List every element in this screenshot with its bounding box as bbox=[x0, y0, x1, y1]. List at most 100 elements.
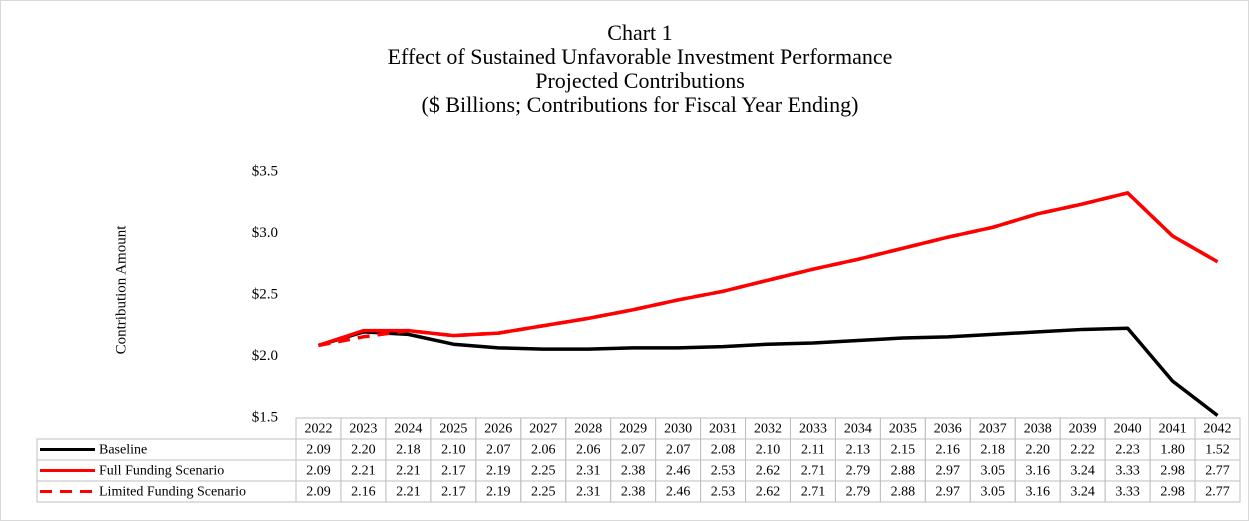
table-value: 2.06 bbox=[576, 443, 601, 458]
table-value: 2.21 bbox=[396, 485, 421, 500]
table-value: 2.19 bbox=[486, 464, 511, 479]
table-value: 2.53 bbox=[711, 464, 736, 479]
x-tick-label: 2023 bbox=[349, 422, 377, 437]
table-value: 2.77 bbox=[1205, 464, 1230, 479]
x-tick-label: 2039 bbox=[1069, 422, 1097, 437]
x-tick-label: 2033 bbox=[799, 422, 827, 437]
table-value: 2.88 bbox=[891, 485, 916, 500]
table-value: 2.08 bbox=[711, 443, 736, 458]
x-tick-label: 2040 bbox=[1114, 422, 1142, 437]
table-value: 2.88 bbox=[891, 464, 916, 479]
table-value: 2.21 bbox=[396, 464, 421, 479]
chart-title: Effect of Sustained Unfavorable Investme… bbox=[388, 44, 893, 69]
table-value: 2.98 bbox=[1160, 485, 1185, 500]
table-value: 2.46 bbox=[666, 464, 691, 479]
table-value: 2.19 bbox=[486, 485, 511, 500]
table-value: 3.05 bbox=[981, 464, 1006, 479]
table-value: 2.07 bbox=[666, 443, 691, 458]
table-value: 2.98 bbox=[1160, 464, 1185, 479]
table-value: 1.52 bbox=[1205, 443, 1230, 458]
series-line bbox=[318, 191, 1219, 348]
table-value: 2.38 bbox=[621, 464, 646, 479]
table-value: 2.31 bbox=[576, 464, 601, 479]
table-value: 2.07 bbox=[486, 443, 511, 458]
table-value: 2.06 bbox=[531, 443, 556, 458]
table-value: 3.05 bbox=[981, 485, 1006, 500]
table-value: 2.79 bbox=[846, 464, 871, 479]
x-tick-label: 2030 bbox=[664, 422, 692, 437]
table-value: 2.17 bbox=[441, 485, 466, 500]
table-value: 2.21 bbox=[351, 464, 376, 479]
x-tick-label: 2026 bbox=[484, 422, 512, 437]
y-tick-label: $3.5 bbox=[252, 163, 278, 179]
table-value: 2.31 bbox=[576, 485, 601, 500]
table-value: 3.24 bbox=[1070, 485, 1095, 500]
table-value: 2.09 bbox=[306, 464, 331, 479]
y-axis-label: Contribution Amount bbox=[113, 225, 129, 355]
x-tick-label: 2029 bbox=[619, 422, 647, 437]
y-tick-label: $2.5 bbox=[252, 286, 278, 302]
table-value: 2.07 bbox=[621, 443, 646, 458]
table-value: 2.15 bbox=[891, 443, 916, 458]
table-cell bbox=[1194, 480, 1241, 503]
table-value: 2.09 bbox=[306, 485, 331, 500]
table-value: 2.79 bbox=[846, 485, 871, 500]
table-value: 2.23 bbox=[1115, 443, 1140, 458]
legend-label: Full Funding Scenario bbox=[99, 464, 224, 479]
series-line bbox=[317, 326, 1219, 417]
x-tick-label: 2032 bbox=[754, 422, 782, 437]
y-tick-label: $2.0 bbox=[252, 348, 278, 364]
table-value: 3.33 bbox=[1115, 464, 1140, 479]
table-value: 2.71 bbox=[801, 485, 826, 500]
table-value: 2.46 bbox=[666, 485, 691, 500]
table-value: 2.18 bbox=[396, 443, 421, 458]
x-tick-label: 2036 bbox=[934, 422, 962, 437]
table-value: 2.25 bbox=[531, 464, 556, 479]
x-tick-label: 2024 bbox=[394, 422, 422, 437]
table-value: 2.97 bbox=[936, 485, 961, 500]
chart-title: Chart 1 bbox=[607, 20, 672, 45]
table-value: 2.18 bbox=[981, 443, 1006, 458]
x-tick-label: 2022 bbox=[304, 422, 332, 437]
table-value: 3.16 bbox=[1025, 485, 1050, 500]
table-value: 2.53 bbox=[711, 485, 736, 500]
table-value: 1.80 bbox=[1160, 443, 1185, 458]
table-value: 2.10 bbox=[441, 443, 466, 458]
x-tick-label: 2034 bbox=[844, 422, 872, 437]
table-value: 2.17 bbox=[441, 464, 466, 479]
table-value: 3.33 bbox=[1115, 485, 1140, 500]
x-tick-label: 2035 bbox=[889, 422, 917, 437]
table-value: 2.71 bbox=[801, 464, 826, 479]
legend-label: Baseline bbox=[99, 443, 147, 458]
x-tick-label: 2031 bbox=[709, 422, 737, 437]
x-tick-label: 2027 bbox=[529, 422, 557, 437]
x-tick-label: 2038 bbox=[1024, 422, 1052, 437]
legend-label: Limited Funding Scenario bbox=[99, 485, 246, 500]
table-value: 2.22 bbox=[1070, 443, 1095, 458]
x-tick-label: 2042 bbox=[1204, 422, 1232, 437]
table-value: 2.25 bbox=[531, 485, 556, 500]
x-tick-label: 2025 bbox=[439, 422, 467, 437]
chart-title: ($ Billions; Contributions for Fiscal Ye… bbox=[422, 92, 859, 117]
x-tick-label: 2028 bbox=[574, 422, 602, 437]
table-value: 2.09 bbox=[306, 443, 331, 458]
table-value: 2.62 bbox=[756, 464, 781, 479]
table-value: 2.62 bbox=[756, 485, 781, 500]
y-tick-label: $1.5 bbox=[252, 409, 278, 425]
chart-title: Projected Contributions bbox=[535, 68, 745, 93]
x-tick-label: 2037 bbox=[979, 422, 1007, 437]
table-value: 2.16 bbox=[351, 485, 376, 500]
table-value: 2.10 bbox=[756, 443, 781, 458]
table-value: 2.16 bbox=[936, 443, 961, 458]
y-tick-label: $3.0 bbox=[252, 225, 278, 241]
x-tick-label: 2041 bbox=[1159, 422, 1187, 437]
table-value: 2.20 bbox=[1025, 443, 1050, 458]
table-value: 2.38 bbox=[621, 485, 646, 500]
table-value: 3.24 bbox=[1070, 464, 1095, 479]
table-value: 2.97 bbox=[936, 464, 961, 479]
table-value: 3.16 bbox=[1025, 464, 1050, 479]
table-value: 2.77 bbox=[1205, 485, 1230, 500]
table-value: 2.11 bbox=[801, 443, 825, 458]
